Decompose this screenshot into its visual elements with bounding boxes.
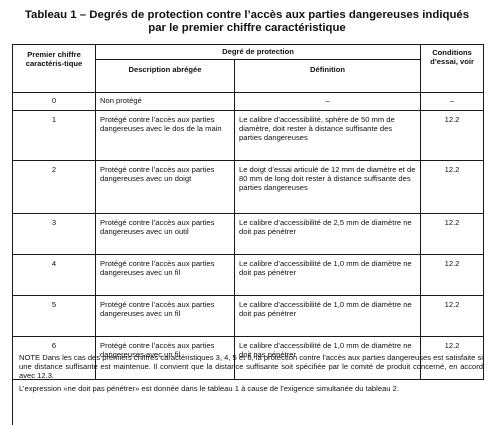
cell-conditions: – — [420, 92, 485, 111]
cell-digit: 3 — [12, 213, 96, 255]
header-definition: Définition — [233, 59, 422, 93]
table-title-line-2: par le premier chiffre caractéristique — [148, 21, 346, 34]
table-note: NOTE Dans les cas des premiers chiffres … — [12, 349, 483, 425]
cell-description: Protégé contre l’accès aux parties dange… — [95, 160, 235, 214]
cell-definition: Le calibre d’accessibilité de 2,5 mm de … — [233, 213, 422, 255]
cell-digit: 2 — [12, 160, 96, 214]
cell-digit: 1 — [12, 110, 96, 161]
cell-conditions: 12.2 — [420, 254, 485, 296]
cell-definition: – — [233, 92, 422, 111]
cell-definition: Le calibre d’accessibilité de 1,0 mm de … — [233, 295, 422, 337]
cell-description: Protégé contre l’accès aux parties dange… — [95, 295, 235, 337]
cell-digit: 5 — [12, 295, 96, 337]
table-row: 2 Protégé contre l’accès aux parties dan… — [12, 160, 485, 214]
cell-conditions: 12.2 — [420, 213, 485, 255]
header-short-description: Description abrégée — [95, 59, 235, 93]
cell-definition: Le calibre d’accessibilité de 1,0 mm de … — [233, 336, 422, 380]
table-title-line-1: Tableau 1 – Degrés de protection contre … — [24, 9, 470, 21]
table-row: 4 Protégé contre l’accès aux parties dan… — [12, 254, 485, 296]
table-title: Tableau 1 – Degrés de protection contre … — [0, 9, 494, 34]
header-first-digit: Premier chiffre caractéris-tique — [12, 44, 96, 93]
cell-digit: 6 — [12, 336, 96, 380]
cell-conditions: 12.2 — [420, 295, 485, 337]
table-row: 5 Protégé contre l’accès aux parties dan… — [12, 295, 485, 337]
cell-conditions: 12.2 — [420, 160, 485, 214]
table-row: 6 Protégé contre l’accès aux parties dan… — [12, 336, 485, 380]
cell-description: Protégé contre l’accès aux parties dange… — [95, 213, 235, 255]
cell-conditions: 12.2 — [420, 110, 485, 161]
cell-digit: 0 — [12, 92, 96, 111]
cell-conditions: 12.2 — [420, 336, 485, 380]
note-paragraph: L’expression «ne doit pas pénétrer» est … — [19, 383, 399, 393]
header-protection-degree: Degré de protection — [94, 44, 422, 60]
cell-definition: Le calibre d’accessibilité, sphère de 50… — [233, 110, 422, 161]
cell-definition: Le doigt d’essai articulé de 12 mm de di… — [233, 160, 422, 214]
cell-digit: 4 — [12, 254, 96, 296]
cell-description: Non protégé — [95, 92, 235, 111]
cell-definition: Le calibre d’accessibilité de 1,0 mm de … — [233, 254, 422, 296]
table-row: 0 Non protégé – – — [12, 92, 485, 111]
header-test-conditions: Conditions d’essai, voir — [420, 44, 485, 93]
table-row: 3 Protégé contre l’accès aux parties dan… — [12, 213, 485, 255]
table-row: 1 Protégé contre l’accès aux parties dan… — [12, 110, 485, 161]
protection-degrees-table: Premier chiffre caractéris-tique Degré d… — [12, 44, 485, 380]
cell-description: Protégé contre l’accès aux parties dange… — [95, 110, 235, 161]
cell-description: Protégé contre l’accès aux parties dange… — [95, 254, 235, 296]
note-paragraph: NOTE Dans les cas des premiers chiffres … — [19, 353, 483, 381]
